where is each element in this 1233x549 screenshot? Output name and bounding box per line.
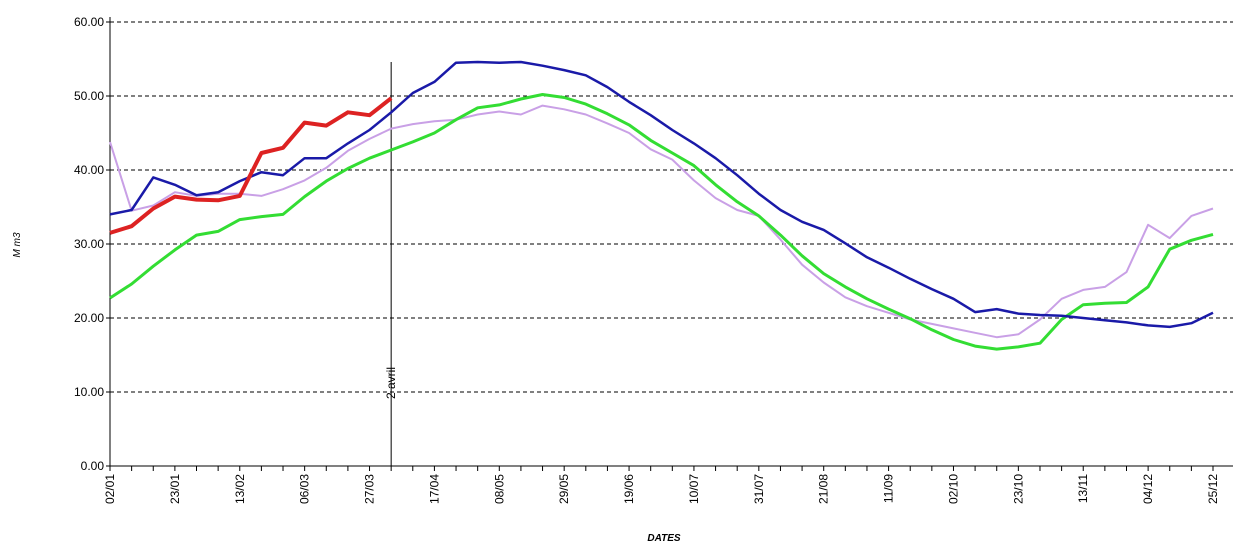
x-tick-label: 23/01: [168, 474, 182, 504]
y-tick-label: 50.00: [74, 89, 104, 103]
y-tick-label: 60.00: [74, 15, 104, 29]
x-tick-label: 31/07: [752, 474, 766, 504]
x-tick-label: 04/12: [1141, 474, 1155, 504]
y-tick-label: 40.00: [74, 163, 104, 177]
x-tick-label: 10/07: [687, 474, 701, 504]
series-line: [109, 96, 393, 235]
x-tick-label: 13/11: [1076, 474, 1090, 503]
y-tick-label: 0.00: [81, 459, 105, 473]
x-tick-label: 11/09: [882, 474, 896, 503]
y-tick-label: 20.00: [74, 311, 104, 325]
y-tick-label: 10.00: [74, 385, 104, 399]
x-tick-label: 13/02: [233, 474, 247, 504]
annotation: 2 avril: [384, 367, 398, 399]
x-tick-label: 02/01: [103, 474, 117, 504]
x-tick-label: 25/12: [1206, 474, 1220, 504]
series-line: [109, 104, 1214, 339]
series-line: [109, 60, 1214, 329]
series-line: [109, 93, 1214, 351]
x-tick-label: 29/05: [557, 474, 571, 504]
x-tick-label: 21/08: [817, 474, 831, 504]
x-tick-label: 08/05: [492, 474, 506, 504]
x-tick-label: 06/03: [298, 474, 312, 504]
x-tick-label: 17/04: [427, 474, 441, 504]
x-tick-label: 23/10: [1011, 474, 1025, 504]
x-axis-label: DATES: [647, 533, 680, 544]
y-axis-label: M m3: [12, 232, 23, 257]
x-tick-label: 19/06: [622, 474, 636, 504]
x-tick-label: 02/10: [946, 474, 960, 504]
x-tick-label: 27/03: [363, 474, 377, 504]
y-tick-label: 30.00: [74, 237, 104, 251]
